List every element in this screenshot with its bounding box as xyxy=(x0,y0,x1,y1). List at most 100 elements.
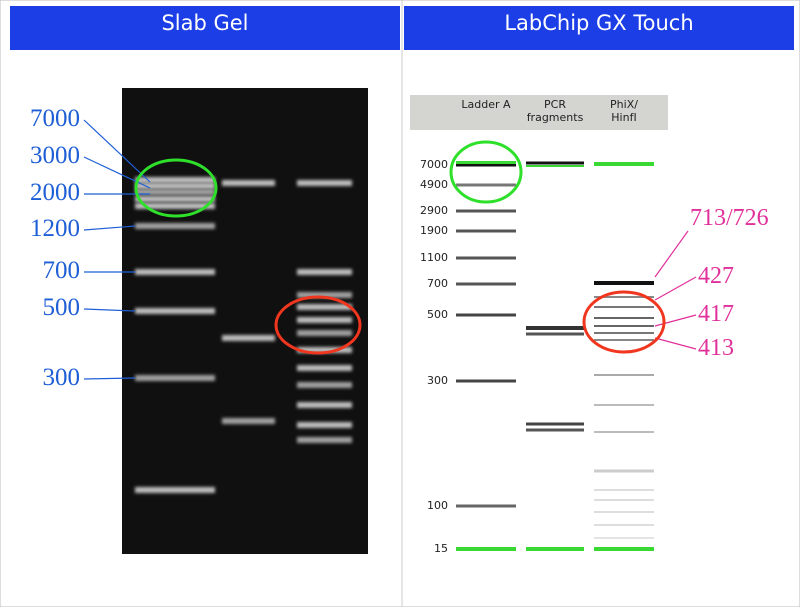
gel-band xyxy=(456,379,516,383)
leader-line xyxy=(83,156,151,189)
highlight-circle xyxy=(134,158,218,218)
ladder-label: 2000 xyxy=(30,179,80,206)
gel-band xyxy=(456,504,516,508)
gel-band xyxy=(594,404,654,406)
highlight-circle xyxy=(582,290,666,354)
gel-band xyxy=(456,229,516,233)
gel-band xyxy=(526,326,584,330)
gel-band xyxy=(222,418,275,424)
highlight-circle xyxy=(449,140,523,204)
marker-band xyxy=(456,161,516,164)
highlight-circle xyxy=(274,295,362,355)
gel-band xyxy=(456,313,516,317)
marker-band xyxy=(526,547,584,551)
gel-band xyxy=(297,180,352,186)
ladder-label: 4900 xyxy=(420,178,448,191)
chip-bands xyxy=(456,161,654,551)
ladder-label: 300 xyxy=(42,364,81,391)
header-bar xyxy=(10,6,400,50)
gel-band xyxy=(222,180,275,186)
gel-band xyxy=(297,382,352,388)
gel-band xyxy=(297,365,352,371)
lane-header-strip xyxy=(410,95,668,130)
marker-band xyxy=(594,547,654,551)
gel-band xyxy=(594,317,654,319)
leader-lines xyxy=(83,119,697,380)
gel-band xyxy=(594,469,654,473)
header-bar xyxy=(404,6,794,50)
gel-band xyxy=(594,537,654,539)
gel-band xyxy=(594,296,654,298)
ladder-label: 700 xyxy=(42,257,81,284)
gel-band xyxy=(297,292,352,298)
ladder-label: 2900 xyxy=(420,204,448,217)
gel-band xyxy=(135,269,215,275)
gel-band xyxy=(297,347,352,353)
marker-band xyxy=(594,162,654,166)
annotation: 713/726 xyxy=(690,205,769,231)
gel-band xyxy=(135,183,215,189)
leader-line xyxy=(83,119,151,183)
leader-line xyxy=(83,225,136,231)
ladder-label: 100 xyxy=(427,499,448,512)
gel-band xyxy=(222,335,275,341)
gel-band xyxy=(297,317,352,323)
annotation: 413 xyxy=(698,335,734,361)
gel-band xyxy=(135,487,215,493)
annotation: 417 xyxy=(698,301,734,327)
gel-band xyxy=(135,196,215,202)
ladder-label: 3000 xyxy=(30,142,80,169)
lane-header: PhiX/ HinfI xyxy=(610,98,638,124)
ladder-label: 300 xyxy=(427,374,448,387)
marker-band xyxy=(526,165,584,167)
gel-band xyxy=(594,489,654,491)
gel-band xyxy=(297,402,352,408)
gel-band xyxy=(135,177,215,183)
gel-band xyxy=(594,281,654,285)
ladder-label: 1200 xyxy=(30,215,80,242)
leader-line xyxy=(654,276,697,301)
ladder-label: 7000 xyxy=(30,105,80,132)
ladder-label: 1100 xyxy=(420,251,448,264)
gel-band xyxy=(594,339,654,341)
gel-band xyxy=(456,163,516,167)
gel-band xyxy=(526,428,584,432)
ladder-label: 500 xyxy=(42,294,81,321)
ladder-label: 15 xyxy=(434,542,448,555)
gel-band xyxy=(456,282,516,286)
gel-band xyxy=(526,332,584,336)
lane-header: PCR fragments xyxy=(526,98,584,124)
gel-band xyxy=(297,422,352,428)
gel-band xyxy=(135,189,215,195)
leader-line xyxy=(654,314,697,327)
ladder-label: 500 xyxy=(427,308,448,321)
gel-band xyxy=(456,209,516,213)
ladder-label: 1900 xyxy=(420,224,448,237)
gel-band xyxy=(594,332,654,334)
leader-line xyxy=(654,230,689,278)
gel-band xyxy=(526,161,584,165)
leader-line xyxy=(654,337,697,350)
annotation: 427 xyxy=(698,263,734,289)
gel-band xyxy=(297,304,352,310)
gel-band xyxy=(594,524,654,526)
ladder-label: 700 xyxy=(427,277,448,290)
gel-band xyxy=(297,269,352,275)
gel-band xyxy=(456,183,516,187)
leader-line xyxy=(83,308,136,312)
panel-title: LabChip GX Touch xyxy=(504,11,694,35)
leader-line xyxy=(83,377,136,380)
gel-band xyxy=(297,330,352,336)
gel-band xyxy=(135,203,215,209)
gel-band xyxy=(456,256,516,260)
gel-band xyxy=(135,375,215,381)
gel-band xyxy=(594,306,654,308)
gel-band xyxy=(526,422,584,426)
gel-band xyxy=(135,223,215,229)
ladder-label: 7000 xyxy=(420,158,448,171)
lane-header: Ladder A xyxy=(461,98,511,111)
gel-band xyxy=(594,511,654,513)
